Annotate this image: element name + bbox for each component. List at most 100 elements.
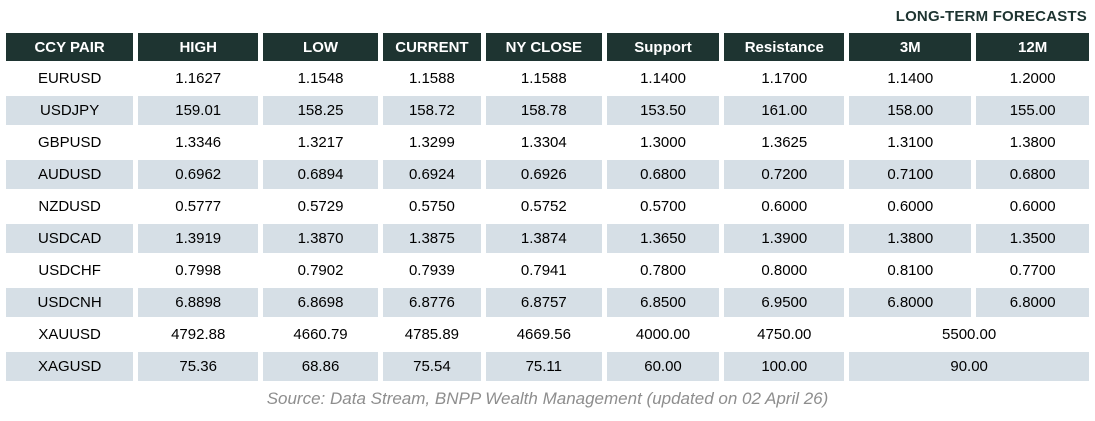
forecast-cell: 155.00	[976, 96, 1089, 125]
forecast-cell: 0.8100	[887, 262, 934, 279]
table-row-usdjpy: USDJPY 159.01 158.25 158.72 158.78 153.50 161.…	[6, 96, 1089, 125]
value-cell: 0.7998	[175, 262, 222, 279]
value-cell: 0.6000	[761, 198, 808, 215]
forecast-cell: 0.7700	[1009, 262, 1056, 279]
forecast-cell: 0.7100	[849, 160, 972, 189]
table-row-gbpusd: GBPUSD 1.3346 1.3217 1.3299 1.3304 1.3000 1.36…	[6, 128, 1089, 157]
value-cell: 158.25	[263, 96, 378, 125]
column-header-ccy-pair: CCY PAIR	[6, 33, 134, 61]
source-attribution: Source: Data Stream, BNPP Wealth Managem…	[266, 389, 829, 408]
value-cell: 1.3874	[485, 224, 602, 253]
forecast-cell: 6.8000	[976, 288, 1089, 317]
value-cell: 0.5777	[175, 198, 222, 215]
table-row-nzdusd: NZDUSD 0.5777 0.5729 0.5750 0.5752 0.5700 0.60…	[6, 192, 1089, 221]
value-cell: 75.54	[382, 352, 481, 381]
value-cell: 4669.56	[516, 326, 571, 343]
value-cell: 0.6894	[263, 160, 378, 189]
value-cell: 0.7200	[724, 160, 845, 189]
table-row-xauusd: XAUUSD 4792.88 4660.79 4785.89 4669.56 4000.0…	[6, 320, 1089, 349]
value-cell: 0.6962	[138, 160, 259, 189]
value-cell: 0.6800	[606, 160, 720, 189]
table-row-xagusd: XAGUSD 75.36 68.86 75.54 75.11 60.00 100.00 90.…	[6, 352, 1089, 381]
forecast-cell: 1.2000	[1009, 70, 1056, 87]
forecast-cell: 158.00	[849, 96, 972, 125]
column-header-resistance: Resistance	[724, 33, 845, 61]
ccy-pair-cell: USDJPY	[6, 96, 134, 125]
value-cell: 0.5700	[640, 198, 686, 215]
value-cell: 4660.79	[293, 326, 348, 343]
value-cell: 75.36	[138, 352, 259, 381]
value-cell: 1.3919	[138, 224, 259, 253]
value-cell: 1.3875	[382, 224, 481, 253]
value-cell: 159.01	[138, 96, 259, 125]
ccy-pair-cell: NZDUSD	[38, 198, 101, 215]
value-cell: 0.7800	[640, 262, 686, 279]
ccy-pair-cell: AUDUSD	[6, 160, 134, 189]
value-cell: 4792.88	[171, 326, 226, 343]
value-cell: 0.5752	[520, 198, 567, 215]
table-row-usdchf: USDCHF 0.7998 0.7902 0.7939 0.7941 0.7800 0.80…	[6, 256, 1089, 285]
column-header-3m: 3M	[849, 33, 972, 61]
forecast-cell: 0.6800	[976, 160, 1089, 189]
table-row-audusd: AUDUSD 0.6962 0.6894 0.6924 0.6926 0.6800 0.72…	[6, 160, 1089, 189]
ccy-pair-cell: USDCAD	[6, 224, 134, 253]
value-cell: 0.7939	[408, 262, 455, 279]
forecast-cell: 0.6000	[887, 198, 934, 215]
ccy-pair-cell: USDCNH	[6, 288, 134, 317]
forecast-cell: 1.3800	[1009, 134, 1056, 151]
value-cell: 4750.00	[757, 326, 812, 343]
value-cell: 1.3304	[520, 134, 567, 151]
column-header-ny-close: NY CLOSE	[485, 33, 602, 61]
value-cell: 158.78	[485, 96, 602, 125]
value-cell: 1.1588	[408, 70, 455, 87]
column-header-12m: 12M	[976, 33, 1089, 61]
value-cell: 0.5729	[297, 198, 344, 215]
forecast-cell: 1.1400	[887, 70, 934, 87]
forecast-cell: 1.3100	[887, 134, 934, 151]
value-cell: 1.3650	[606, 224, 720, 253]
value-cell: 161.00	[724, 96, 845, 125]
value-cell: 0.6924	[382, 160, 481, 189]
value-cell: 4000.00	[635, 326, 691, 343]
value-cell: 0.7941	[520, 262, 567, 279]
value-cell: 158.72	[382, 96, 481, 125]
value-cell: 60.00	[606, 352, 720, 381]
value-cell: 1.1700	[761, 70, 808, 87]
value-cell: 1.1400	[640, 70, 686, 87]
value-cell: 75.11	[485, 352, 602, 381]
table-row-eurusd: EURUSD 1.1627 1.1548 1.1588 1.1588 1.1400 1.17…	[6, 64, 1089, 93]
ccy-pair-cell: XAUUSD	[38, 326, 101, 343]
value-cell: 0.8000	[761, 262, 808, 279]
value-cell: 6.8776	[382, 288, 481, 317]
value-cell: 0.7902	[297, 262, 344, 279]
value-cell: 6.8898	[138, 288, 259, 317]
value-cell: 100.00	[724, 352, 845, 381]
value-cell: 1.3346	[175, 134, 222, 151]
column-header-support: Support	[606, 33, 720, 61]
value-cell: 1.1588	[520, 70, 567, 87]
forecast-cell: 1.3800	[849, 224, 972, 253]
forecast-cell: 1.3500	[976, 224, 1089, 253]
value-cell: 1.3217	[297, 134, 344, 151]
column-header-current: CURRENT	[382, 33, 481, 61]
forecast-table-body: EURUSD 1.1627 1.1548 1.1588 1.1588 1.1400 1.17…	[6, 64, 1089, 381]
value-cell: 6.8500	[606, 288, 720, 317]
value-cell: 1.1627	[175, 70, 222, 87]
column-header-low: LOW	[263, 33, 378, 61]
forecast-merged-cell: 90.00	[849, 352, 1089, 381]
table-header-row: CCY PAIR HIGH LOW CURRENT NY CLOSE Support Res…	[6, 33, 1089, 61]
value-cell: 153.50	[606, 96, 720, 125]
value-cell: 6.8698	[263, 288, 378, 317]
value-cell: 6.8757	[485, 288, 602, 317]
forecast-merged-cell: 5500.00	[942, 326, 997, 343]
value-cell: 68.86	[263, 352, 378, 381]
value-cell: 0.5750	[408, 198, 455, 215]
table-row-usdcnh: USDCNH 6.8898 6.8698 6.8776 6.8757 6.8500 6.95…	[6, 288, 1089, 317]
value-cell: 4785.89	[404, 326, 460, 343]
value-cell: 1.1548	[297, 70, 344, 87]
column-header-high: HIGH	[138, 33, 259, 61]
long-term-forecasts-title: LONG-TERM FORECASTS	[895, 8, 1087, 25]
value-cell: 1.3299	[408, 134, 455, 151]
ccy-pair-cell: USDCHF	[38, 262, 101, 279]
